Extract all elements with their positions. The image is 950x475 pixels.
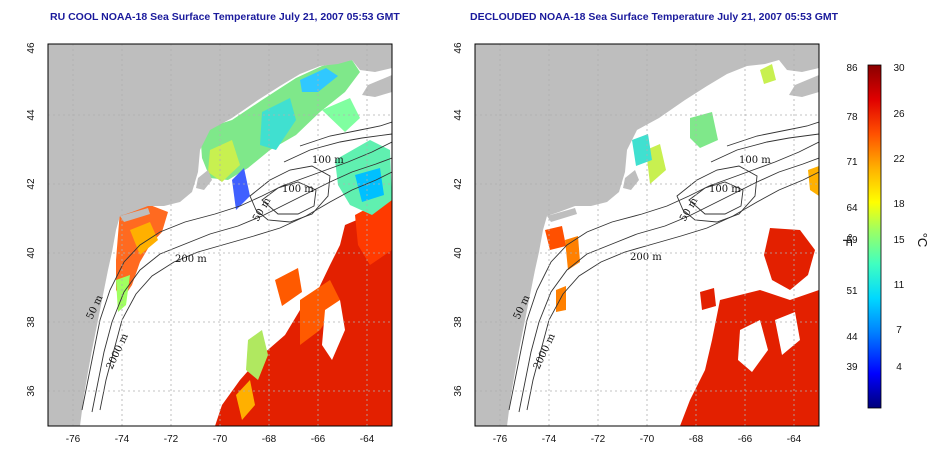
y-tick-label: 40 — [26, 247, 37, 259]
contour-label-200m: 200 m — [630, 252, 662, 263]
y-tick-label: 42 — [453, 178, 464, 190]
left-bathymetry-contours — [81, 121, 392, 413]
c-tick-label: 22 — [893, 154, 905, 165]
y-tick-label: 46 — [26, 42, 37, 54]
contour-label-100m-b: 100 m — [282, 184, 314, 195]
c-tick-label: 7 — [896, 325, 902, 336]
x-tick-label: -76 — [66, 434, 81, 445]
left-map-frame — [47, 43, 393, 427]
left-panel-title: RU COOL NOAA-18 Sea Surface Temperature … — [50, 11, 400, 23]
x-tick-label: -74 — [115, 434, 130, 445]
left-graticule — [48, 44, 392, 426]
c-tick-label: 4 — [896, 362, 902, 373]
y-tick-label: 38 — [26, 316, 37, 328]
colorbar: 86 78 71 64 59 51 44 39 30 26 22 18 15 1… — [840, 63, 930, 409]
x-tick-label: -72 — [591, 434, 606, 445]
y-tick-label: 46 — [453, 42, 464, 54]
c-tick-label: 18 — [893, 199, 905, 210]
right-sst-layer — [545, 64, 819, 426]
x-tick-label: -74 — [542, 434, 557, 445]
y-tick-label: 40 — [453, 247, 464, 259]
x-tick-label: -64 — [360, 434, 375, 445]
left-y-axis: 36 38 40 42 44 46 — [26, 42, 37, 397]
right-panel-title: DECLOUDED NOAA-18 Sea Surface Temperatur… — [470, 11, 839, 23]
right-x-axis: -76 -74 -72 -70 -68 -66 -64 — [493, 434, 802, 445]
contour-label-100m-a: 100 m — [312, 155, 344, 166]
f-tick-label: 86 — [846, 63, 858, 74]
y-tick-label: 36 — [453, 385, 464, 397]
f-tick-label: 59 — [846, 235, 858, 246]
colorbar-gradient — [867, 64, 882, 409]
y-tick-label: 44 — [453, 109, 464, 121]
f-tick-label: 64 — [846, 203, 858, 214]
colorbar-celsius-ticks: 30 26 22 18 15 11 7 4 — [893, 63, 905, 373]
colorbar-fahrenheit-ticks: 86 78 71 64 59 51 44 39 — [846, 63, 858, 373]
f-tick-label: 71 — [846, 157, 858, 168]
f-tick-label: 44 — [846, 332, 858, 343]
x-tick-label: -68 — [689, 434, 704, 445]
x-tick-label: -76 — [493, 434, 508, 445]
y-tick-label: 44 — [26, 109, 37, 121]
right-land-mass — [475, 44, 819, 426]
left-land-mass — [48, 44, 392, 426]
right-y-axis: 36 38 40 42 44 46 — [453, 42, 464, 397]
y-tick-label: 42 — [26, 178, 37, 190]
c-tick-label: 30 — [893, 63, 905, 74]
right-map-panel: 100 m 100 m 50 m 200 m 50 m 2000 m -76 -… — [453, 42, 820, 445]
contour-label-100m-a: 100 m — [739, 155, 771, 166]
c-tick-label: 26 — [893, 109, 905, 120]
y-tick-label: 36 — [26, 385, 37, 397]
c-tick-label: 11 — [894, 280, 905, 291]
right-graticule — [475, 44, 819, 426]
contour-label-200m: 200 m — [175, 254, 207, 265]
f-tick-label: 39 — [846, 362, 858, 373]
x-tick-label: -66 — [738, 434, 753, 445]
y-tick-label: 38 — [453, 316, 464, 328]
left-map-panel: 100 m 100 m 50 m 200 m 50 m 2000 m -76 -… — [26, 42, 393, 445]
right-map-frame — [474, 43, 820, 427]
x-tick-label: -64 — [787, 434, 802, 445]
f-tick-label: 78 — [846, 112, 858, 123]
x-tick-label: -66 — [311, 434, 326, 445]
left-x-axis: -76 -74 -72 -70 -68 -66 -64 — [66, 434, 375, 445]
celsius-unit-label: °C — [915, 233, 930, 248]
x-tick-label: -70 — [213, 434, 228, 445]
x-tick-label: -68 — [262, 434, 277, 445]
left-sst-layer — [116, 60, 392, 426]
contour-label-100m-b: 100 m — [709, 184, 741, 195]
c-tick-label: 15 — [893, 235, 905, 246]
f-tick-label: 51 — [846, 286, 858, 297]
right-bathymetry-contours — [508, 121, 819, 413]
x-tick-label: -72 — [164, 434, 179, 445]
fahrenheit-unit-label: °F — [840, 233, 855, 246]
x-tick-label: -70 — [640, 434, 655, 445]
